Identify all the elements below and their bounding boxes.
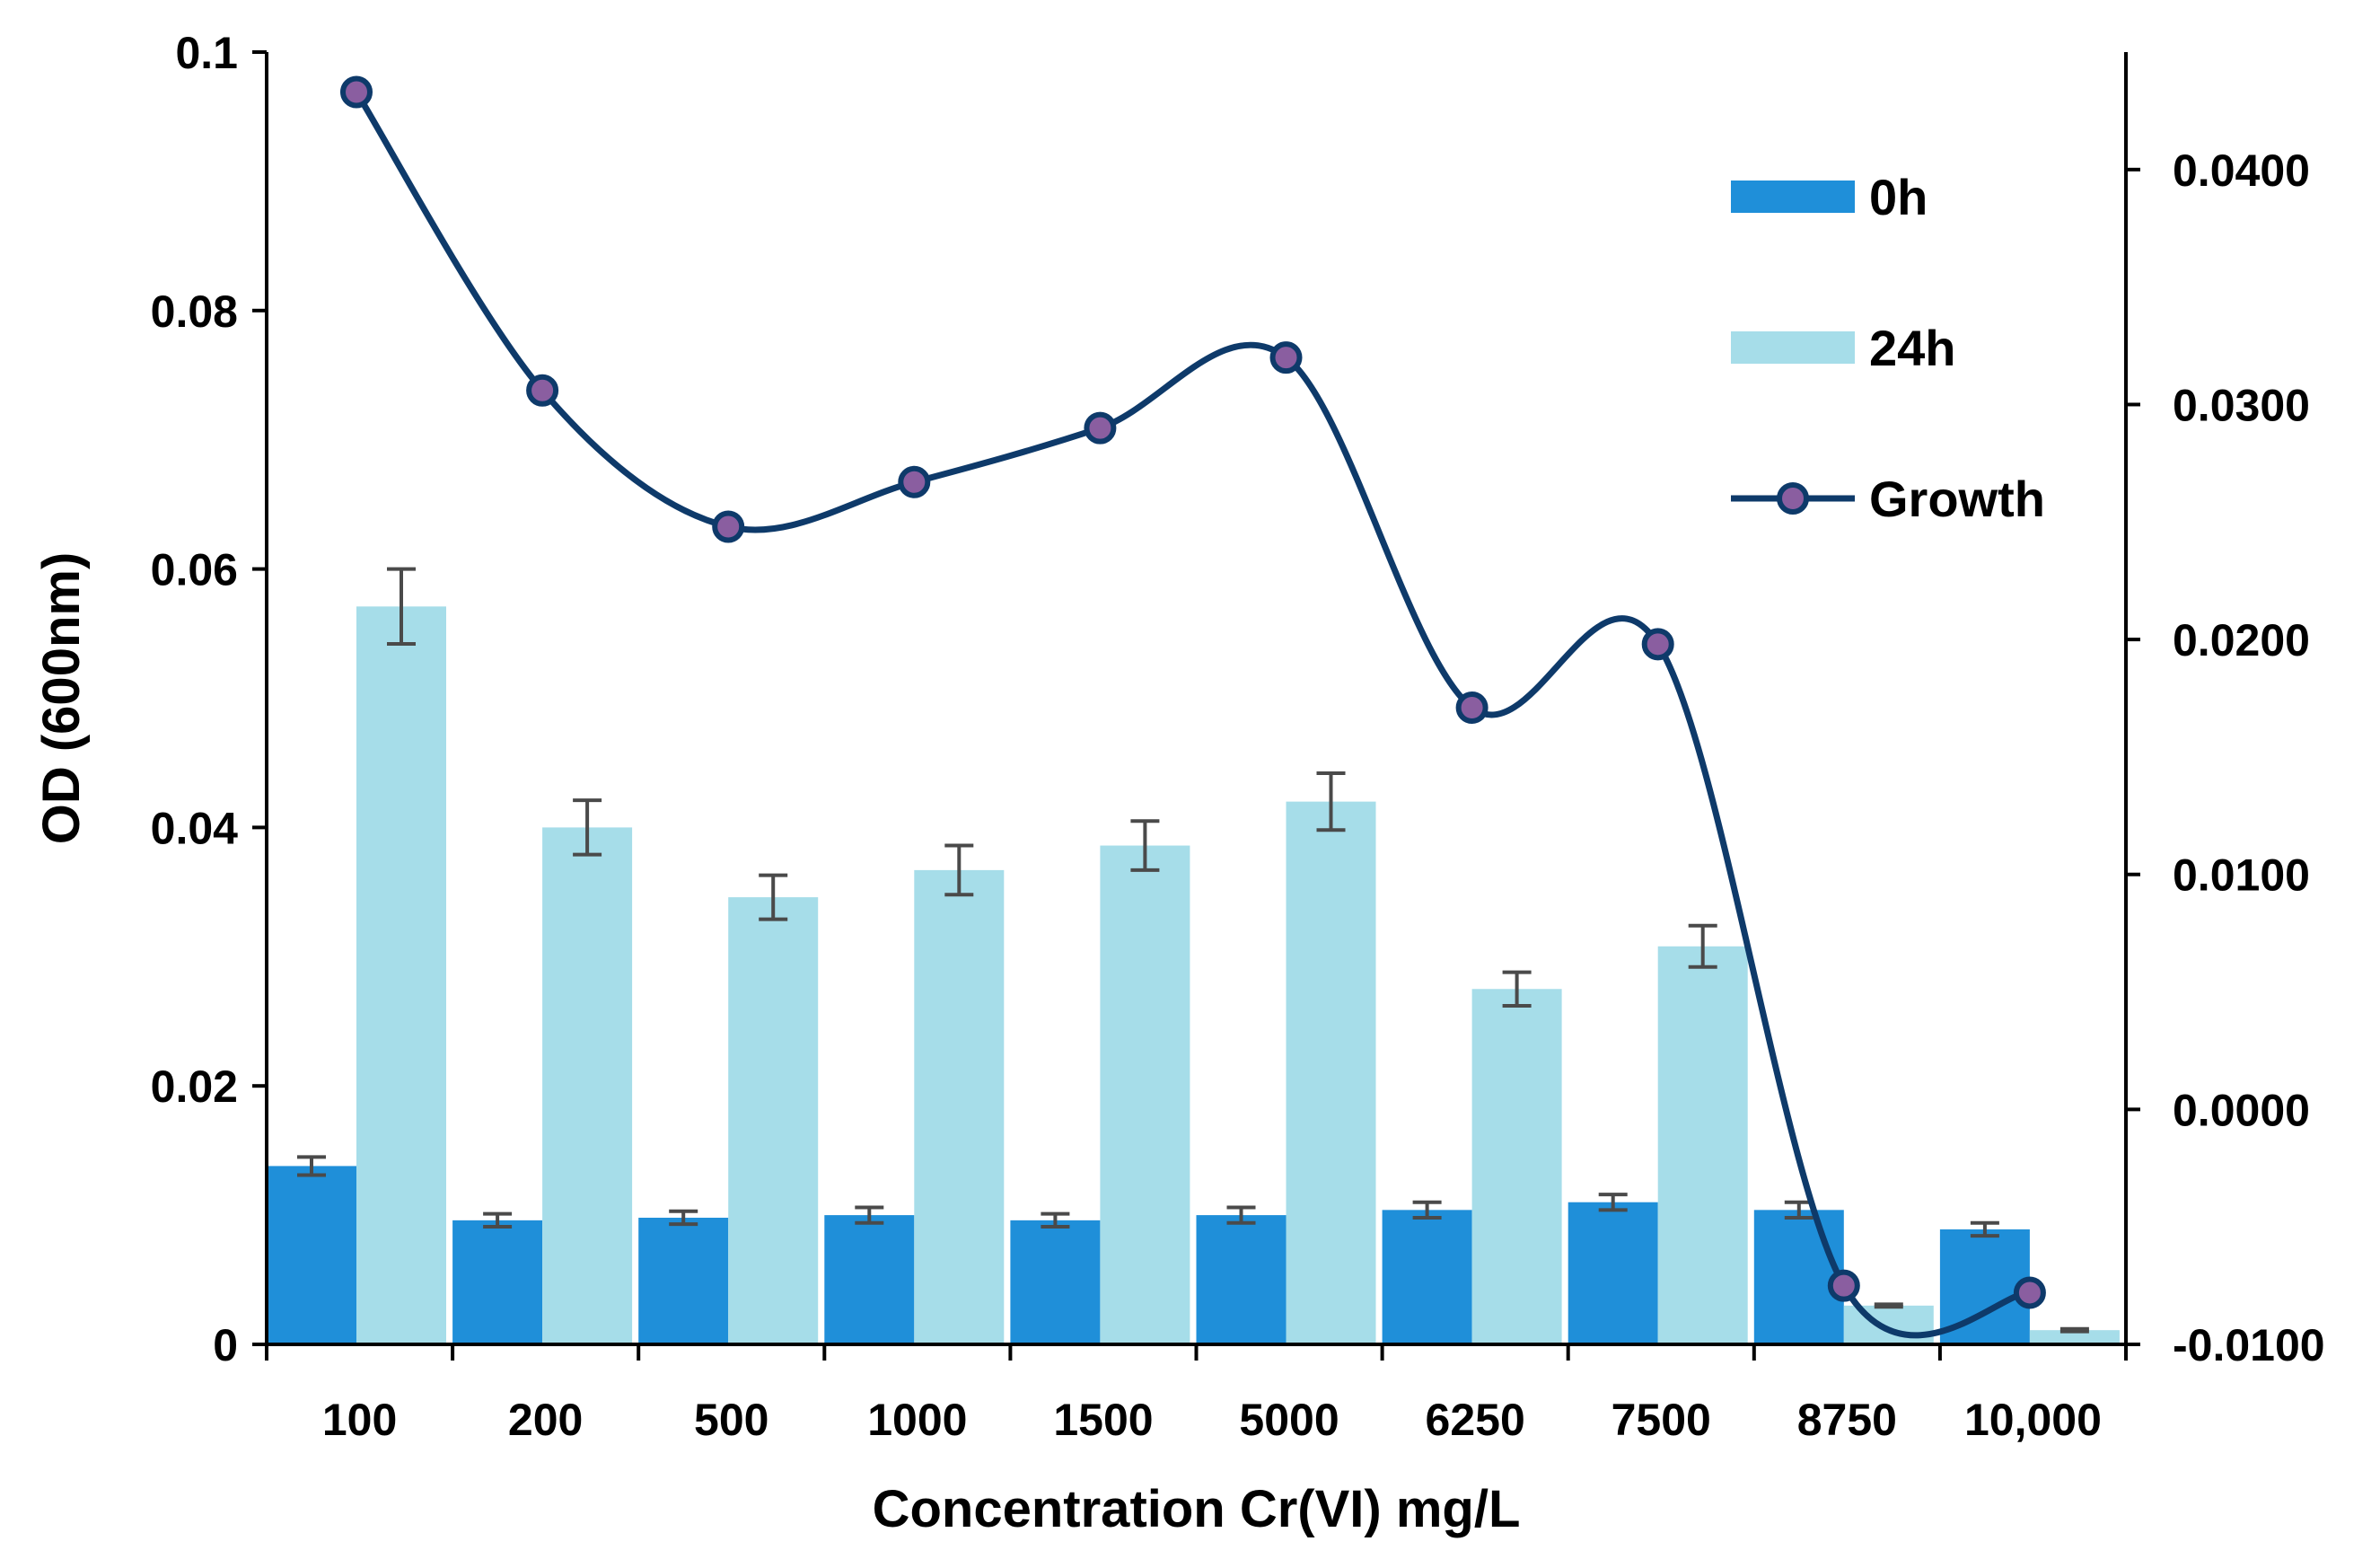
- x-tick-label: 1000: [867, 1395, 967, 1445]
- tick-label-layer: 0 0.02 0.04 0.06 0.08 0.1 -0.0100 0.0000 0.0100 0…: [32, 28, 2325, 1538]
- x-tick-label: 1500: [1053, 1395, 1153, 1445]
- error-bar-24h-200: [573, 798, 602, 857]
- error-bar-0h-500: [669, 1209, 698, 1227]
- error-bar-0h-7500: [1598, 1193, 1628, 1212]
- y-tick-label: 0.08: [151, 286, 238, 337]
- legend-item-Growth: Growth: [1731, 471, 2045, 527]
- error-bar-0h-100: [297, 1155, 326, 1177]
- growth-point-7500: [1641, 628, 1674, 661]
- growth-point-10,000: [2013, 1276, 2046, 1309]
- legend-swatch-24h: [1731, 331, 1855, 364]
- error-bar-24h-7500: [1688, 923, 1717, 969]
- x-axis-title: Concentration Cr(VI) mg/L: [873, 1480, 1521, 1538]
- error-bar-24h-6250: [1502, 970, 1532, 1008]
- y2-tick-label: 0.0000: [2173, 1085, 2310, 1135]
- legend-label-0h: 0h: [1869, 169, 1928, 225]
- x-tick-label: 10,000: [1964, 1395, 2102, 1445]
- bar-0h-1500: [1010, 1220, 1101, 1344]
- legend-item-24h: 24h: [1731, 320, 1956, 376]
- legend-label-24h: 24h: [1869, 320, 1956, 376]
- bar-24h-1500: [1100, 845, 1190, 1344]
- x-tick-label: 6250: [1426, 1395, 1525, 1445]
- bar-24h-200: [542, 827, 633, 1344]
- growth-point-5000: [1269, 341, 1303, 374]
- y-axis-title: OD (600nm): [32, 552, 91, 845]
- legend-label-Growth: Growth: [1869, 471, 2045, 527]
- x-tick-label: 5000: [1239, 1395, 1339, 1445]
- growth-point-6250: [1455, 691, 1489, 724]
- error-bar-0h-1500: [1041, 1211, 1070, 1229]
- growth-point-500: [712, 510, 745, 543]
- x-tick-label: 7500: [1612, 1395, 1711, 1445]
- error-bar-24h-1000: [944, 843, 974, 897]
- legend-swatch-0h: [1731, 181, 1855, 213]
- legend-item-0h: 0h: [1731, 169, 1928, 225]
- y2-tick-label: 0.0200: [2173, 615, 2310, 665]
- error-bar-24h-500: [759, 873, 788, 921]
- bar-24h-1000: [914, 869, 1005, 1344]
- y2-tick-label: 0.0100: [2173, 850, 2310, 901]
- x-tick-label: 200: [508, 1395, 583, 1445]
- bar-0h-1000: [824, 1215, 915, 1344]
- bar-0h-100: [267, 1166, 356, 1344]
- y2-tick-label: 0.0400: [2173, 145, 2310, 196]
- error-bar-24h-8750: [1874, 1302, 1903, 1309]
- x-tick-label: 100: [322, 1395, 397, 1445]
- growth-line-layer: [340, 75, 2046, 1339]
- growth-point-100: [340, 75, 373, 109]
- error-bar-layer: [297, 567, 2089, 1334]
- axes-layer: [252, 50, 2140, 1361]
- x-tick-label: 8750: [1797, 1395, 1897, 1445]
- bar-24h-100: [356, 606, 446, 1344]
- growth-point-1500: [1084, 411, 1117, 445]
- error-bar-0h-5000: [1226, 1205, 1256, 1225]
- bar-0h-7500: [1568, 1202, 1658, 1344]
- error-bar-0h-200: [483, 1211, 513, 1229]
- y2-tick-label: -0.0100: [2173, 1320, 2325, 1370]
- growth-point-8750: [1827, 1269, 1860, 1302]
- bar-0h-500: [638, 1217, 729, 1344]
- y-tick-label: 0: [213, 1320, 238, 1370]
- growth-point-200: [526, 374, 559, 407]
- error-bar-24h-1500: [1130, 819, 1160, 872]
- y-tick-label: 0.06: [151, 545, 238, 595]
- error-bar-0h-1000: [855, 1205, 884, 1225]
- error-bar-24h-10,000: [2059, 1326, 2089, 1334]
- y-tick-label: 0.1: [175, 28, 238, 78]
- error-bar-24h-100: [387, 567, 416, 647]
- bar-24h-6250: [1471, 989, 1562, 1344]
- bar-0h-5000: [1196, 1215, 1287, 1344]
- bar-24h-500: [728, 897, 819, 1344]
- y-tick-label: 0.04: [151, 803, 239, 853]
- error-bar-0h-10,000: [1970, 1220, 1999, 1238]
- growth-point-1000: [898, 465, 931, 498]
- legend-marker-swatch: [1777, 482, 1809, 515]
- bar-24h-7500: [1657, 946, 1748, 1344]
- error-bar-24h-5000: [1316, 771, 1346, 832]
- legend: 0h 24h Growth: [1731, 169, 2045, 527]
- y-tick-label: 0.02: [151, 1061, 238, 1112]
- error-bar-0h-6250: [1412, 1200, 1442, 1220]
- bar-24h-5000: [1286, 801, 1376, 1344]
- bar-0h-6250: [1382, 1210, 1472, 1344]
- bar-24h-8750: [1843, 1305, 1934, 1344]
- x-tick-label: 500: [694, 1395, 768, 1445]
- bar-layer: [267, 606, 2120, 1344]
- bar-0h-8750: [1753, 1210, 1844, 1344]
- bar-24h-10,000: [2029, 1330, 2120, 1344]
- y2-tick-label: 0.0300: [2173, 380, 2310, 430]
- bar-0h-200: [452, 1220, 543, 1344]
